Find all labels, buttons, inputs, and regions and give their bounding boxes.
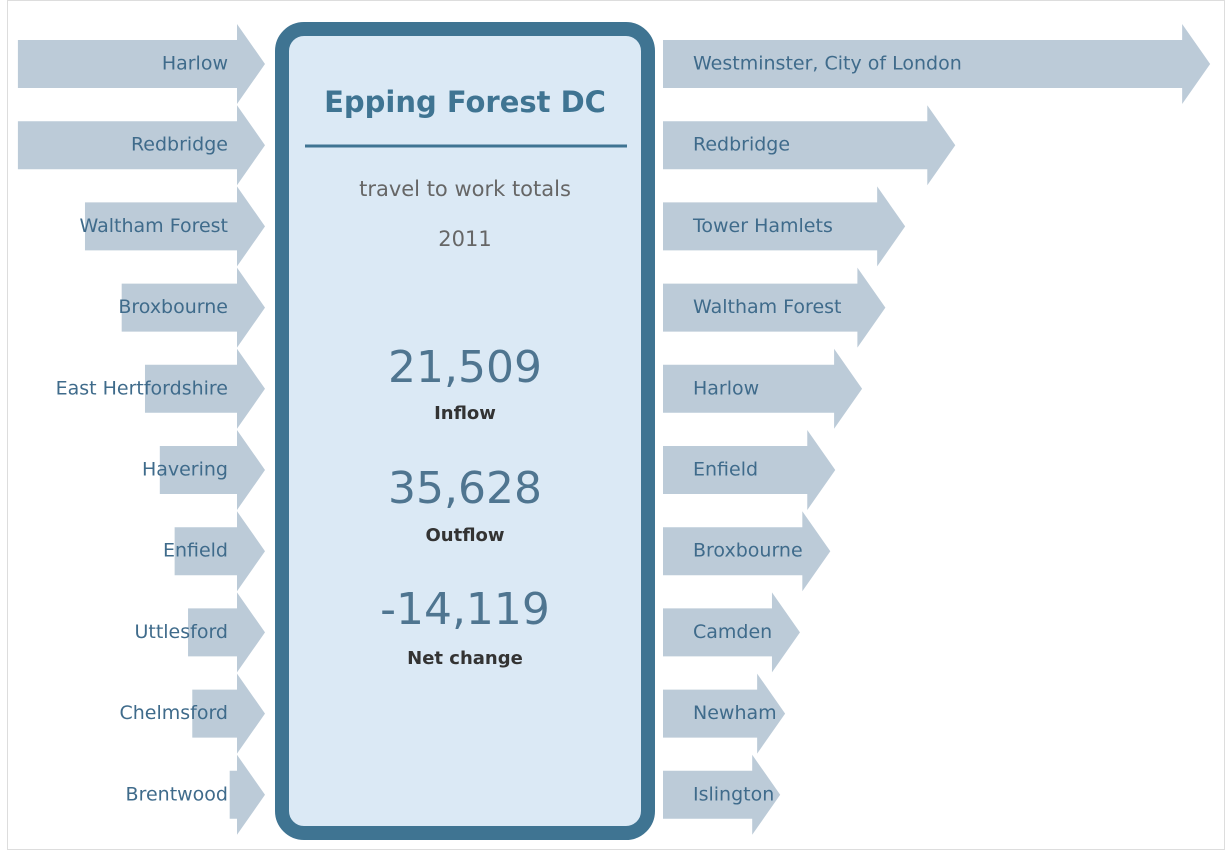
inflow-label: Redbridge xyxy=(131,134,228,156)
outflow-label: Redbridge xyxy=(693,134,790,156)
outflow-label: Enfield xyxy=(693,459,758,481)
total-value: 21,509 xyxy=(388,342,542,393)
inflow-arrow xyxy=(121,267,265,348)
inflow-arrow xyxy=(159,430,265,510)
inflow-label: Broxbourne xyxy=(118,296,228,318)
inflow-label: Uttlesford xyxy=(134,621,228,643)
total-value: -14,119 xyxy=(380,584,550,635)
inflow-arrow xyxy=(17,24,266,104)
inflow-arrow xyxy=(192,673,265,754)
year: 2011 xyxy=(438,227,491,251)
outflow-arrow xyxy=(663,24,1211,104)
total-label: Outflow xyxy=(425,525,504,546)
outflow-label: Waltham Forest xyxy=(693,296,841,318)
inflow-arrow xyxy=(84,186,265,267)
total-value: 35,628 xyxy=(388,463,542,514)
outflow-arrow xyxy=(663,348,863,429)
inflow-arrow xyxy=(17,105,266,186)
inflow-label: Harlow xyxy=(162,53,228,75)
summary-box xyxy=(275,22,655,840)
inflow-arrow xyxy=(144,348,265,429)
subtitle: travel to work totals xyxy=(359,177,571,201)
inflow-label: Chelmsford xyxy=(119,702,228,724)
outflow-arrow xyxy=(663,511,831,592)
outflow-arrow xyxy=(663,186,906,267)
arrows xyxy=(17,24,1211,835)
outflow-arrow xyxy=(663,267,886,348)
inflow-label: Enfield xyxy=(163,540,228,562)
outflow-arrow xyxy=(663,673,786,754)
outflow-label: Islington xyxy=(693,783,774,805)
outflow-label: Tower Hamlets xyxy=(692,215,833,237)
outflow-label: Camden xyxy=(693,621,772,643)
outflow-label: Westminster, City of London xyxy=(693,53,962,75)
outflow-arrow xyxy=(663,754,781,835)
inflow-label: Brentwood xyxy=(126,783,228,805)
total-label: Inflow xyxy=(434,403,496,424)
outflow-label: Newham xyxy=(693,702,777,724)
outflow-label: Harlow xyxy=(693,377,759,399)
inflow-label: Havering xyxy=(142,459,228,481)
inflow-arrow xyxy=(229,754,265,835)
outflow-arrow xyxy=(663,592,800,673)
outflow-label: Broxbourne xyxy=(693,540,803,562)
outflow-arrow xyxy=(663,430,836,510)
inflow-label: Waltham Forest xyxy=(80,215,228,237)
outflow-arrow xyxy=(663,105,956,186)
inflow-label: East Hertfordshire xyxy=(56,377,228,399)
inflow-arrow xyxy=(174,511,265,592)
title: Epping Forest DC xyxy=(324,85,606,119)
inflow-arrow xyxy=(188,592,265,673)
total-label: Net change xyxy=(407,648,523,669)
